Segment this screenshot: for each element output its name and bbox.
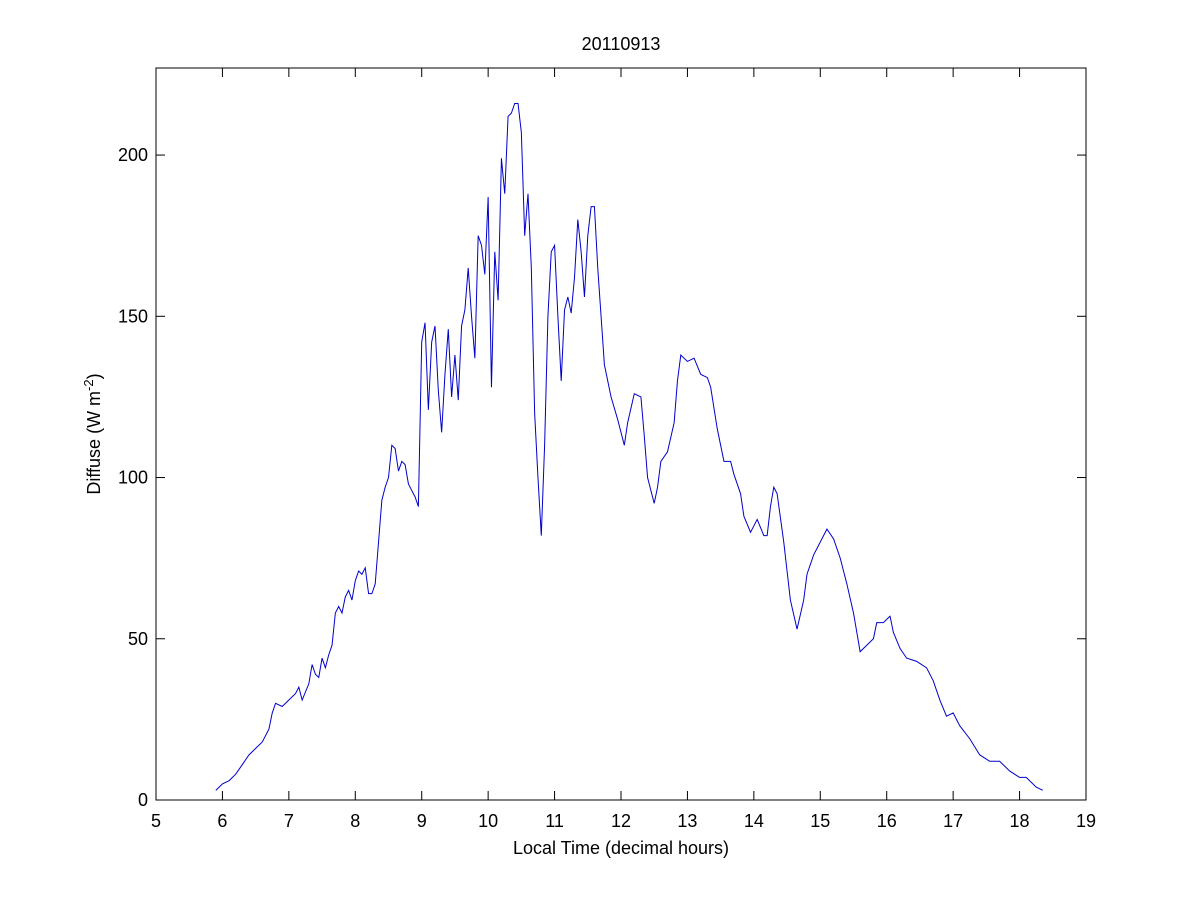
y-label-sup: -2 [81, 379, 96, 391]
x-axis-label: Local Time (decimal hours) [513, 838, 729, 858]
data-line [215, 102, 1044, 791]
x-tick-label: 13 [677, 811, 697, 831]
chart-title: 20110913 [582, 34, 661, 54]
y-tick-label: 100 [118, 468, 148, 488]
x-tick-label: 9 [417, 811, 427, 831]
y-label-text: Diffuse (W m [84, 391, 104, 495]
x-tick-label: 18 [1010, 811, 1030, 831]
x-tick-label: 14 [744, 811, 764, 831]
y-tick-label: 50 [128, 629, 148, 649]
y-axis-label: Diffuse (W m-2) [81, 373, 104, 494]
x-tick-label: 6 [217, 811, 227, 831]
x-tick-label: 16 [877, 811, 897, 831]
y-tick-label: 150 [118, 306, 148, 326]
x-tick-label: 15 [810, 811, 830, 831]
x-tick-label: 8 [350, 811, 360, 831]
x-tick-label: 19 [1076, 811, 1096, 831]
y-tick-label: 200 [118, 145, 148, 165]
x-tick-label: 5 [151, 811, 161, 831]
y-label-suffix: ) [84, 373, 104, 379]
x-tick-label: 7 [284, 811, 294, 831]
y-tick-label: 0 [138, 790, 148, 810]
x-tick-label: 17 [943, 811, 963, 831]
x-tick-label: 12 [611, 811, 631, 831]
x-tick-label: 11 [545, 811, 564, 831]
x-tick-label: 10 [478, 811, 498, 831]
